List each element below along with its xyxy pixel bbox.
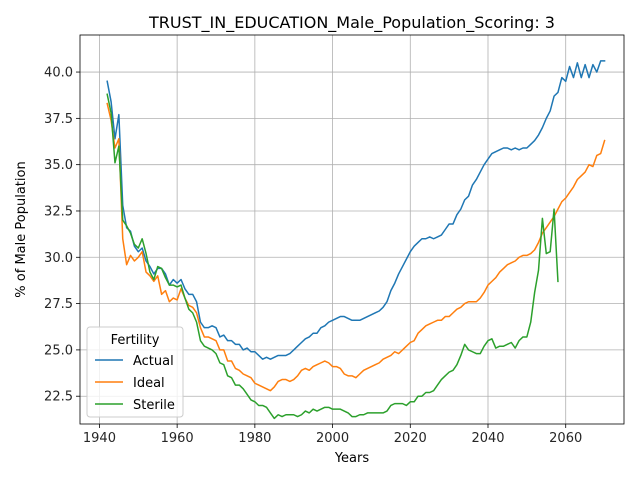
- x-tick-label: 1960: [161, 431, 194, 446]
- y-tick-label: 25.0: [44, 343, 73, 358]
- y-axis-label: % of Male Population: [14, 161, 29, 297]
- y-tick-label: 27.5: [44, 297, 73, 312]
- series-lines: [106, 60, 606, 420]
- legend-box: [86, 326, 184, 418]
- x-tick-label: 2000: [316, 431, 349, 446]
- legend-label-actual: Actual: [133, 354, 174, 369]
- legend-entries: Actual Ideal Sterile: [95, 354, 175, 413]
- legend-label-sterile: Sterile: [133, 398, 175, 413]
- legend: Fertility Actual Ideal Sterile: [86, 326, 184, 418]
- x-axis-label: Years: [334, 451, 370, 466]
- y-tick-label: 40.0: [44, 66, 73, 81]
- legend-title: Fertility: [111, 333, 160, 348]
- series-line-sterile: [106, 93, 559, 420]
- series-line-ideal: [106, 102, 606, 392]
- y-tick-label: 37.5: [44, 112, 73, 127]
- chart-title: TRUST_IN_EDUCATION_Male_Population_Scori…: [148, 13, 555, 33]
- y-tick-label: 35.0: [44, 158, 73, 173]
- x-tick-label: 2040: [471, 431, 504, 446]
- x-tick-label: 1980: [238, 431, 271, 446]
- y-tick-label: 30.0: [44, 251, 73, 266]
- legend-label-ideal: Ideal: [133, 376, 165, 391]
- x-tick-label: 2020: [394, 431, 427, 446]
- x-tick-label: 1940: [83, 431, 116, 446]
- series-line-actual: [106, 60, 606, 360]
- y-tick-label: 22.5: [44, 390, 73, 405]
- x-tick-label: 2060: [549, 431, 582, 446]
- axis-ticks: 1940 1960 1980 2000 2020 2040 2060 22.5 25.0 27.5…: [44, 66, 582, 446]
- plot-area-frame: [79, 34, 625, 425]
- y-tick-label: 32.5: [44, 204, 73, 219]
